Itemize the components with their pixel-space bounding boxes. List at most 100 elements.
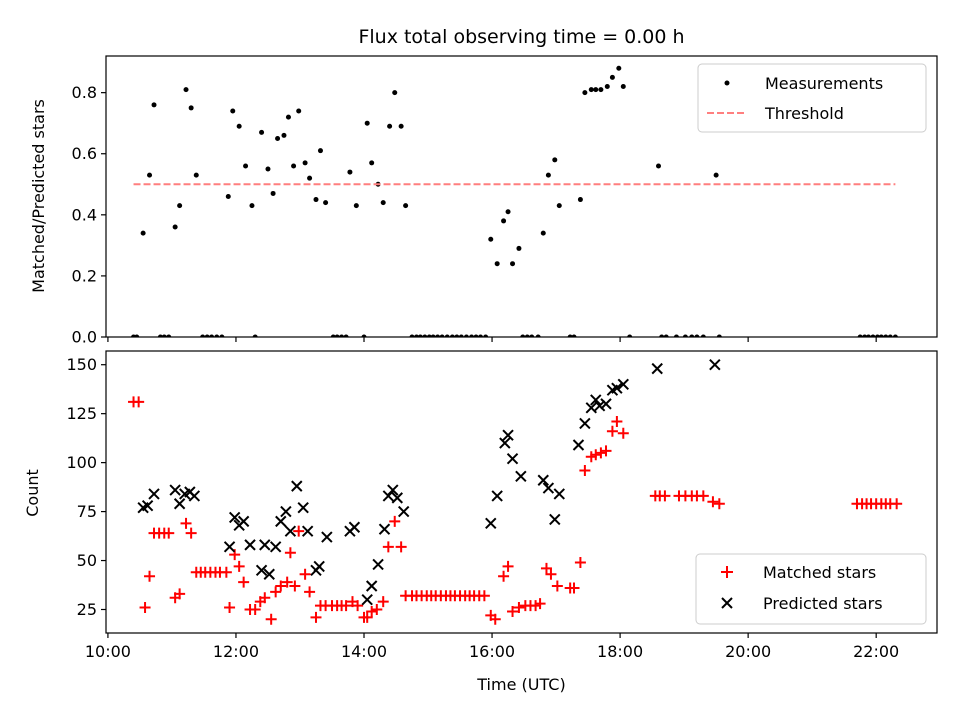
predicted-stars-point	[237, 515, 250, 528]
measurements-point	[870, 334, 876, 337]
measurements-point	[380, 200, 386, 206]
legend-predicted-marker	[721, 597, 733, 609]
predicted-stars-point	[600, 398, 612, 410]
measurements-point	[552, 157, 558, 163]
matched-stars-point	[310, 611, 322, 623]
matched-stars-point	[498, 570, 510, 582]
predicted-stars-point	[611, 382, 623, 394]
matched-stars-point	[366, 605, 378, 617]
matched-stars-point	[133, 396, 145, 408]
predicted-stars-point	[515, 470, 527, 483]
predicted-stars-point	[391, 492, 404, 504]
measurements-point	[134, 334, 140, 337]
measurements-point	[347, 169, 353, 175]
predicted-stars-point	[485, 517, 497, 530]
matched-stars-point	[259, 592, 271, 604]
matched-stars-point	[697, 490, 709, 502]
predicted-stars-point	[173, 498, 186, 510]
time-x-tick-label: 20:00	[725, 642, 771, 661]
matched-stars-point	[568, 582, 580, 594]
matched-stars-point	[180, 517, 192, 529]
legend-matched-marker	[721, 566, 733, 578]
measurements-point	[883, 334, 889, 337]
matched-stars-point	[361, 611, 373, 623]
predicted-stars-point	[709, 359, 721, 371]
predicted-stars-point	[617, 378, 630, 390]
matched-stars-point	[289, 580, 301, 592]
predicted-stars-point	[301, 525, 314, 537]
counts-panel: Count Time (UTC) 25 50 75 100 125 150 10:00 12:…	[23, 350, 938, 694]
predicted-stars-point	[228, 511, 241, 524]
count-y-tick-label: 100	[66, 453, 97, 472]
measurements-point	[275, 135, 281, 141]
chart-title: Flux total observing time = 0.00 h	[358, 26, 684, 48]
matched-stars-point	[611, 416, 623, 427]
predicted-stars-point	[499, 437, 511, 449]
matched-stars-point	[284, 547, 296, 559]
counts-legend: Matched stars Predicted stars	[695, 553, 927, 625]
matched-stars-point	[163, 527, 175, 539]
measurements-point	[494, 261, 500, 267]
predicted-stars-point	[169, 484, 181, 496]
measurements-point	[556, 203, 562, 209]
matched-stars-point	[352, 600, 364, 612]
ratio-y-axis-label: Matched/Predicted stars	[29, 99, 48, 293]
matched-stars-point	[513, 602, 525, 614]
matched-stars-point	[707, 496, 719, 508]
ratio-y-tick-label: 0.2	[72, 266, 97, 285]
matched-stars-point	[377, 596, 389, 608]
measurements-point	[252, 334, 258, 337]
predicted-stars-point	[313, 560, 325, 573]
matched-stars-point	[293, 525, 305, 537]
predicted-stars-point	[542, 482, 555, 494]
matched-stars-point	[574, 557, 586, 568]
measurements-point	[616, 65, 622, 71]
measurements-point	[188, 105, 194, 111]
measurements-point	[214, 334, 220, 337]
measurements-point	[313, 197, 319, 203]
measurements-point	[878, 334, 884, 337]
measurements-point	[183, 87, 189, 93]
measurements-point	[249, 203, 255, 209]
measurements-point	[620, 84, 626, 90]
predicted-stars-point	[255, 564, 268, 577]
measurements-point	[540, 230, 546, 236]
measurements-point	[862, 334, 868, 337]
measurements-point	[285, 114, 291, 120]
matched-stars-point	[595, 447, 607, 459]
predicted-stars-point	[372, 558, 384, 571]
measurements-point	[281, 132, 287, 138]
measurements-point	[364, 120, 370, 126]
measurements-point	[409, 334, 415, 337]
measurements-point	[334, 334, 340, 337]
predicted-stars-point	[297, 501, 309, 514]
measurements-point	[330, 334, 336, 337]
measurements-point	[225, 194, 231, 199]
ratio-y-tick-label: 0.6	[72, 144, 97, 163]
measurements-point	[307, 175, 313, 181]
matched-stars-point	[249, 604, 261, 615]
measurements-point	[243, 163, 249, 169]
matched-stars-point	[304, 586, 316, 598]
predicted-stars-point	[244, 539, 256, 551]
measurements-point	[177, 203, 183, 209]
measurements-point	[302, 160, 308, 166]
matched-stars-point	[270, 586, 282, 598]
counts-plot-frame	[105, 350, 938, 634]
legend-matched-label: Matched stars	[763, 563, 876, 582]
matched-stars-point	[606, 425, 618, 437]
predicted-stars-point	[572, 439, 585, 451]
predicted-stars-point	[491, 490, 503, 502]
matched-stars-point	[382, 541, 394, 553]
ratio-plot-area: 0.0 0.2 0.4 0.6 0.8	[72, 65, 898, 347]
measurements-point	[361, 334, 367, 337]
matched-stars-point	[590, 449, 602, 461]
matched-stars-point	[265, 613, 277, 625]
measurements-point	[204, 334, 210, 337]
matched-stars-point	[600, 445, 612, 457]
matched-stars-point	[545, 568, 557, 580]
predicted-stars-point	[387, 484, 399, 496]
matched-stars-point	[233, 560, 245, 572]
count-y-tick-label: 150	[66, 355, 97, 374]
